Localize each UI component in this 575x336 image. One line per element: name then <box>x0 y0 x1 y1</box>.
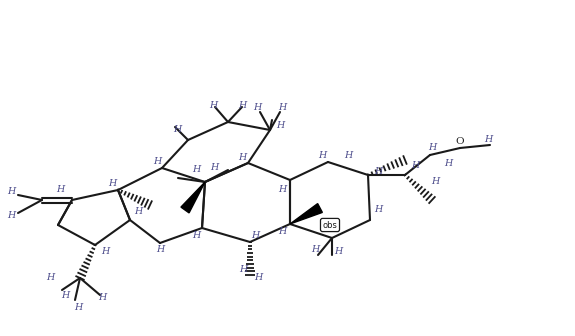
Text: H: H <box>46 274 54 283</box>
Text: H: H <box>251 230 259 240</box>
Text: H: H <box>431 177 439 186</box>
Text: H: H <box>318 151 326 160</box>
Polygon shape <box>290 204 323 224</box>
Text: H: H <box>428 143 436 153</box>
Text: H: H <box>156 246 164 254</box>
Text: H: H <box>411 161 419 169</box>
Text: H: H <box>173 126 181 134</box>
Text: H: H <box>7 187 15 197</box>
Text: H: H <box>278 102 286 112</box>
Text: H: H <box>98 294 106 302</box>
Text: O: O <box>455 137 465 146</box>
Text: H: H <box>238 100 246 110</box>
Text: H: H <box>56 185 64 195</box>
Text: H: H <box>239 265 247 275</box>
Text: obs: obs <box>323 220 338 229</box>
Text: H: H <box>311 246 319 254</box>
Text: H: H <box>344 151 352 160</box>
Text: H: H <box>153 158 161 167</box>
Text: H: H <box>7 210 15 219</box>
Text: H: H <box>134 208 142 216</box>
Text: H: H <box>238 153 246 162</box>
Text: H: H <box>278 185 286 195</box>
Text: H: H <box>374 168 382 176</box>
Text: H: H <box>61 291 69 299</box>
Text: H: H <box>192 166 200 174</box>
Text: H: H <box>210 164 218 172</box>
Text: H: H <box>192 230 200 240</box>
Text: H: H <box>444 159 452 168</box>
Text: H: H <box>209 100 217 110</box>
Text: H: H <box>276 121 284 129</box>
Text: H: H <box>334 248 342 256</box>
Text: H: H <box>374 206 382 214</box>
Text: H: H <box>101 248 109 256</box>
Text: H: H <box>108 178 116 187</box>
Text: H: H <box>484 135 492 144</box>
Text: H: H <box>278 227 286 237</box>
Polygon shape <box>181 182 205 213</box>
Text: H: H <box>253 102 261 112</box>
Text: H: H <box>254 274 262 283</box>
Text: H: H <box>74 302 82 311</box>
